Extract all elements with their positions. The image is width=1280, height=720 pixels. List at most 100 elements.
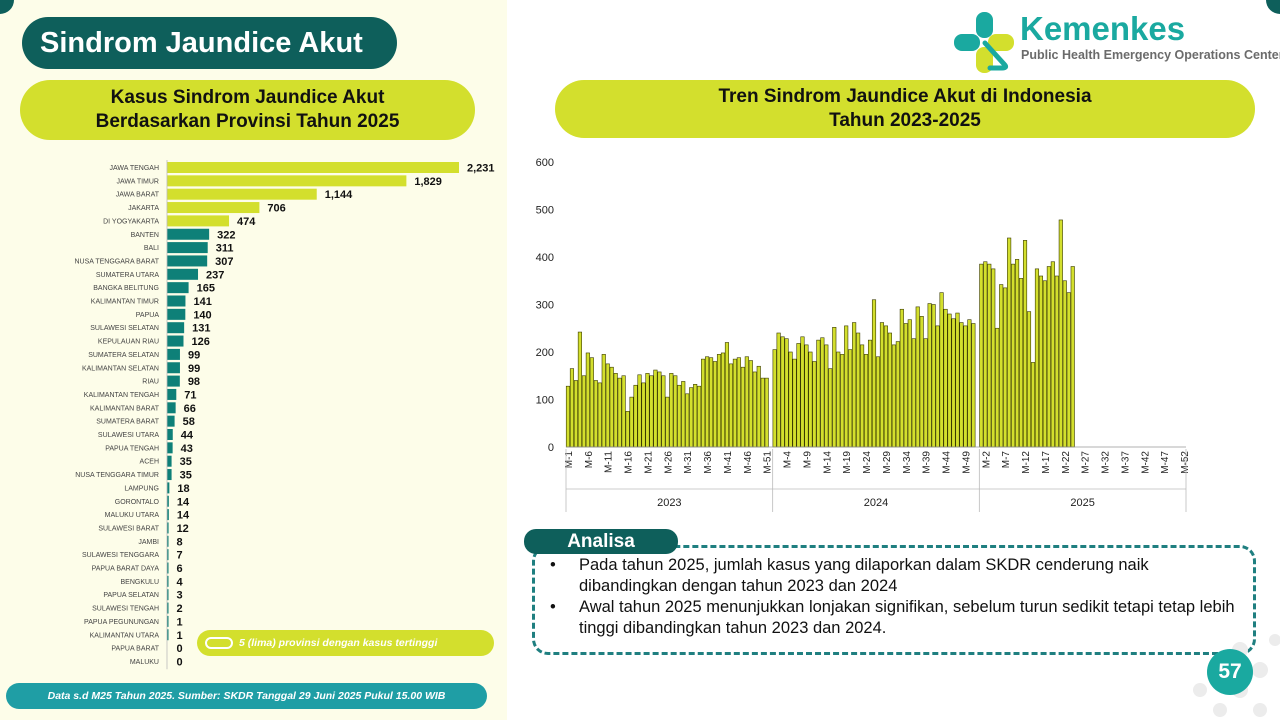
bar-value-label: 165: [197, 283, 215, 295]
province-bar: [167, 295, 186, 307]
province-label: KALIMANTAN TENGAH: [84, 392, 159, 399]
bar-value-label: 14: [177, 496, 190, 508]
province-bar: [167, 562, 169, 574]
legend-label: 5 (lima) provinsi dengan kasus tertinggi: [239, 637, 438, 649]
trend-bar: [712, 361, 718, 448]
x-tick-label: M-34: [902, 451, 913, 474]
trend-bar: [911, 338, 916, 448]
bar-value-label: 2,231: [467, 163, 495, 175]
x-tick-label: M-14: [822, 451, 833, 474]
trend-bar: [1011, 263, 1016, 448]
province-bar: [167, 308, 186, 320]
province-label: KALIMANTAN SELATAN: [82, 365, 159, 372]
trend-bar: [931, 304, 936, 448]
x-tick-label: M-9: [802, 451, 813, 469]
trend-bar: [1026, 311, 1032, 448]
trend-bar: [589, 357, 594, 448]
trend-bar: [919, 316, 924, 448]
province-label: SULAWESI TENGAH: [92, 606, 159, 613]
trend-bar: [573, 380, 578, 448]
trend-bar: [577, 331, 582, 448]
year-label: 2024: [864, 497, 888, 509]
bar-value-label: 18: [177, 483, 189, 495]
bar-value-label: 131: [192, 323, 210, 335]
trend-bar: [609, 366, 614, 448]
trend-bar: [709, 357, 714, 448]
trend-bar: [955, 312, 960, 448]
province-label: PAPUA TENGAH: [105, 445, 159, 452]
province-bar: [167, 202, 260, 214]
province-bar: [167, 629, 169, 641]
page-number: 57: [1207, 649, 1253, 695]
trend-bar: [915, 306, 920, 448]
province-label: SUMATERA SELATAN: [88, 352, 159, 359]
trend-bar: [756, 365, 761, 448]
province-bar: [167, 602, 169, 614]
trend-bar: [1050, 261, 1055, 448]
trend-bar: [764, 377, 769, 448]
province-bar: [167, 268, 199, 280]
trend-bar: [816, 339, 821, 448]
trend-bar: [657, 371, 662, 448]
trend-bar: [772, 349, 777, 448]
province-label: KALIMANTAN UTARA: [90, 632, 160, 639]
bar-value-label: 1,829: [414, 176, 442, 188]
province-label: SULAWESI SELATAN: [90, 325, 159, 332]
trend-bar: [693, 384, 698, 448]
x-tick-label: M-16: [624, 451, 635, 474]
province-bar: [167, 175, 407, 187]
bar-value-label: 0: [177, 643, 183, 655]
bar-value-label: 140: [193, 309, 211, 321]
trend-bar: [875, 356, 881, 448]
trend-bar: [760, 377, 765, 448]
trend-bar: [951, 318, 956, 448]
bar-value-label: 2: [177, 603, 183, 615]
x-tick-label: M-32: [1101, 451, 1112, 474]
province-label: KALIMANTAN TIMUR: [91, 299, 159, 306]
trend-bar: [629, 396, 634, 448]
trend-bar: [1042, 280, 1047, 448]
province-bar: [167, 442, 173, 454]
province-bar: [167, 549, 169, 561]
x-tick-label: M-4: [783, 451, 794, 469]
bar-value-label: 58: [183, 416, 195, 428]
province-bar: [167, 535, 169, 547]
province-bar: [167, 482, 170, 494]
y-tick-label: 300: [536, 300, 554, 312]
x-tick-label: M-52: [1180, 451, 1191, 474]
y-tick-label: 600: [536, 157, 554, 169]
trend-bar: [748, 360, 753, 448]
x-tick-label: M-44: [942, 451, 953, 474]
province-bar: [167, 335, 184, 347]
trend-bar: [1003, 287, 1008, 448]
province-bar: [167, 429, 173, 440]
bar-value-label: 35: [180, 456, 192, 468]
bar-value-label: 0: [177, 656, 183, 668]
province-label: MALUKU: [130, 659, 159, 666]
trend-bar: [1046, 266, 1051, 448]
trend-bar: [840, 354, 845, 448]
province-bar: [167, 282, 189, 294]
trend-bar: [1015, 259, 1020, 448]
province-label: LAMPUNG: [124, 485, 159, 492]
x-tick-label: M-1: [564, 451, 575, 469]
bar-value-label: 8: [177, 536, 183, 548]
province-bar: [167, 615, 169, 627]
trend-bar: [1070, 266, 1075, 448]
bar-value-label: 99: [188, 363, 200, 375]
bar-value-label: 474: [237, 216, 256, 228]
bar-value-label: 43: [181, 443, 193, 455]
trend-bar: [581, 375, 586, 448]
bar-value-label: 7: [177, 550, 183, 562]
x-tick-label: M-47: [1160, 451, 1171, 474]
province-label: BENGKULU: [120, 579, 159, 586]
trend-bar: [943, 308, 948, 448]
trend-bar: [856, 332, 861, 448]
trend-bar: [661, 375, 666, 448]
province-label: JAKARTA: [128, 205, 159, 212]
trend-bar: [1022, 240, 1028, 448]
province-label: BANGKA BELITUNG: [93, 285, 159, 292]
province-label: PAPUA BARAT DAYA: [92, 566, 160, 573]
trend-bar: [601, 354, 606, 448]
trend-bar: [569, 368, 575, 448]
